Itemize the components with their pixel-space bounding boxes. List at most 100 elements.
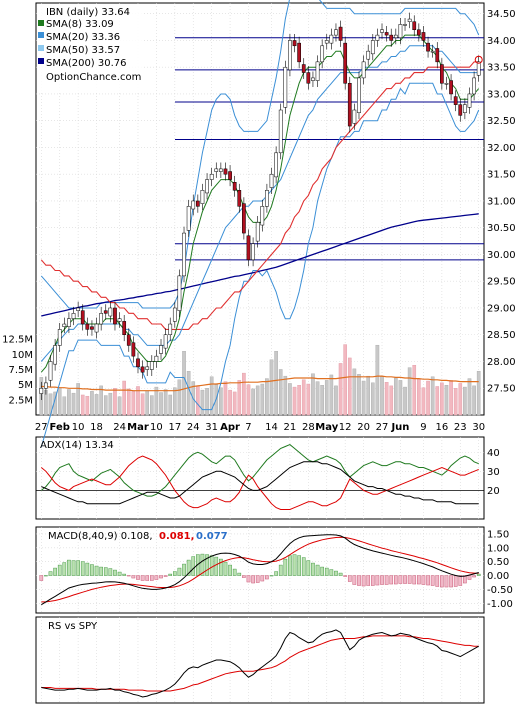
- macd-histogram-bar: [453, 575, 458, 587]
- macd-title: MACD(8,40,9) 0.108,: [48, 531, 153, 542]
- volume-bar: [324, 380, 329, 416]
- volume-bar: [113, 388, 117, 416]
- volume-bar: [361, 380, 366, 416]
- macd-histogram-bar: [361, 575, 366, 587]
- macd-histogram-bar: [117, 571, 122, 576]
- price-tick-label: 28.00: [487, 357, 516, 368]
- volume-bar: [398, 380, 403, 416]
- candle-body: [265, 190, 269, 207]
- volume-bar: [140, 393, 145, 416]
- x-tick-label: 24: [187, 422, 200, 433]
- legend-swatch-sma200: [38, 58, 44, 64]
- candle-body: [172, 307, 177, 322]
- macd-histogram-bar: [57, 564, 62, 576]
- price-tick-label: 29.50: [487, 277, 516, 288]
- macd-histogram-bar: [246, 575, 251, 583]
- candle-body: [182, 232, 186, 277]
- rs-line-rs: [41, 629, 479, 698]
- macd-histogram-bar: [163, 575, 168, 577]
- adx-line-di: [40, 444, 479, 497]
- price-legend: IBN (daily) 33.64 SMA(8) 33.09 SMA(20) 3…: [38, 5, 142, 92]
- volume-bar: [186, 371, 191, 416]
- candle-body: [122, 321, 127, 335]
- candle-body: [315, 61, 320, 81]
- candle-body: [44, 382, 48, 389]
- volume-bar: [99, 385, 103, 416]
- volume-bar: [232, 391, 237, 416]
- adx-tick-label: 40: [487, 448, 500, 459]
- volume-bar: [412, 365, 417, 416]
- macd-histogram-bar: [103, 567, 108, 576]
- macd-histogram-bar: [449, 575, 453, 588]
- x-tick-label: 27: [35, 422, 48, 433]
- volume-bar: [311, 373, 315, 416]
- candle-body: [352, 109, 357, 124]
- volume-bar: [338, 363, 343, 416]
- macd-histogram-bar: [444, 575, 449, 588]
- candle-body: [237, 190, 242, 207]
- x-tick-label: 24: [113, 422, 126, 433]
- price-tick-label: 31.50: [487, 170, 516, 181]
- x-tick-label: Jun: [390, 422, 409, 433]
- macd-histogram-bar: [315, 564, 320, 576]
- price-tick-label: 30.00: [487, 250, 516, 261]
- volume-bar: [476, 371, 481, 416]
- macd-histogram-bar: [311, 562, 315, 576]
- macd-histogram-bar: [306, 560, 311, 576]
- macd-histogram-bar: [265, 575, 269, 580]
- macd-histogram-bar: [407, 575, 412, 584]
- macd-histogram-bar: [85, 562, 90, 576]
- volume-bar: [394, 377, 398, 416]
- macd-histogram-bar: [343, 575, 347, 577]
- x-tick-label: 7: [245, 422, 251, 433]
- x-tick-label: 20: [357, 422, 370, 433]
- macd-histogram-bar: [347, 575, 352, 582]
- macd-histogram-bar: [260, 575, 265, 582]
- macd-histogram-bar: [288, 555, 292, 576]
- volume-bar: [182, 351, 186, 416]
- price-tick-label: 33.00: [487, 89, 516, 100]
- candle-body: [113, 307, 117, 325]
- candle-body: [398, 24, 403, 39]
- candle-body: [242, 203, 246, 234]
- adx-line-adx: [41, 461, 479, 505]
- candle-body: [186, 206, 191, 231]
- macd-histogram-bar: [39, 575, 44, 581]
- volume-bar: [255, 385, 260, 416]
- candle-body: [278, 109, 283, 154]
- volume-bar: [380, 376, 384, 416]
- price-tick-label: 34.00: [487, 36, 516, 47]
- x-tick-label: 17: [168, 422, 181, 433]
- candle-body: [421, 32, 426, 41]
- volume-bar: [126, 388, 131, 416]
- volume-bar: [283, 375, 288, 416]
- candle-body: [403, 24, 407, 26]
- volume-bar: [209, 376, 214, 416]
- candle-body: [140, 366, 145, 373]
- candle-body: [269, 173, 274, 188]
- candle-body: [136, 358, 140, 368]
- volume-bar: [435, 386, 440, 416]
- volume-bar: [200, 389, 205, 416]
- volume-bar: [246, 384, 251, 416]
- macd-signal-line: [41, 536, 479, 603]
- macd-histogram-bar: [251, 575, 255, 584]
- legend-swatch-sma8: [38, 20, 44, 26]
- candle-body: [311, 77, 315, 81]
- candle-body: [126, 334, 131, 346]
- legend-background: [38, 5, 142, 92]
- adx-title: ADX(14) 13.34: [40, 440, 114, 451]
- macd-tick-label: -1.00: [487, 599, 513, 610]
- candle-body: [338, 26, 343, 41]
- candle-body: [62, 323, 67, 327]
- macd-histogram-bar: [297, 555, 301, 576]
- candle-body: [453, 96, 458, 105]
- volume-average-line: [41, 375, 479, 392]
- volume-bar: [260, 383, 265, 416]
- macd-histogram-bar: [214, 556, 219, 576]
- candle-body: [99, 313, 104, 325]
- legend-swatch-sma50: [38, 45, 44, 51]
- volume-bars: [39, 344, 481, 416]
- candle-body: [347, 83, 352, 127]
- candle-body: [191, 200, 196, 210]
